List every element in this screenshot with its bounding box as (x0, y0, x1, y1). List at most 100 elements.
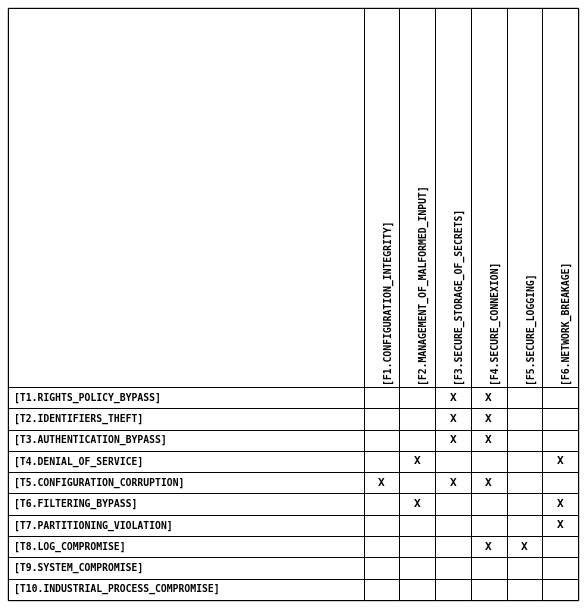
Text: X: X (485, 414, 492, 424)
Bar (8, 451, 364, 472)
Bar (506, 429, 542, 451)
Bar (542, 558, 578, 579)
Bar (400, 8, 435, 387)
Bar (435, 536, 471, 558)
Bar (542, 472, 578, 494)
Bar (364, 515, 400, 536)
Text: X: X (414, 499, 421, 509)
Text: [T2.IDENTIFIERS_THEFT]: [T2.IDENTIFIERS_THEFT] (14, 413, 143, 424)
Bar (435, 558, 471, 579)
Text: [F3.SECURE_STORAGE_OF_SECRETS]: [F3.SECURE_STORAGE_OF_SECRETS] (453, 207, 463, 383)
Text: X: X (378, 478, 385, 488)
Bar (400, 515, 435, 536)
Bar (364, 8, 400, 387)
Text: [F2.MANAGEMENT_OF_MALFORMED_INPUT]: [F2.MANAGEMENT_OF_MALFORMED_INPUT] (417, 183, 427, 383)
Bar (400, 579, 435, 600)
Text: X: X (485, 542, 492, 551)
Bar (400, 558, 435, 579)
Bar (471, 536, 506, 558)
Text: [F5.SECURE_LOGGING]: [F5.SECURE_LOGGING] (524, 271, 534, 383)
Text: [T10.INDUSTRIAL_PROCESS_COMPROMISE]: [T10.INDUSTRIAL_PROCESS_COMPROMISE] (14, 584, 220, 595)
Bar (400, 429, 435, 451)
Bar (364, 451, 400, 472)
Bar (435, 494, 471, 515)
Bar (400, 536, 435, 558)
Text: X: X (414, 457, 421, 466)
Text: [T9.SYSTEM_COMPROMISE]: [T9.SYSTEM_COMPROMISE] (14, 563, 143, 573)
Bar (506, 8, 542, 387)
Text: X: X (485, 393, 492, 402)
Text: X: X (485, 435, 492, 445)
Text: X: X (449, 414, 456, 424)
Bar (8, 536, 364, 558)
Bar (364, 536, 400, 558)
Text: [F1.CONFIGURATION_INTEGRITY]: [F1.CONFIGURATION_INTEGRITY] (381, 218, 392, 383)
Bar (542, 536, 578, 558)
Bar (364, 472, 400, 494)
Bar (471, 579, 506, 600)
Bar (506, 387, 542, 408)
Bar (542, 429, 578, 451)
Bar (506, 408, 542, 429)
Bar (8, 408, 364, 429)
Bar (471, 387, 506, 408)
Bar (364, 494, 400, 515)
Bar (400, 451, 435, 472)
Text: X: X (557, 499, 564, 509)
Bar (471, 558, 506, 579)
Bar (435, 408, 471, 429)
Text: [T5.CONFIGURATION_CORRUPTION]: [T5.CONFIGURATION_CORRUPTION] (14, 478, 185, 488)
Text: [T4.DENIAL_OF_SERVICE]: [T4.DENIAL_OF_SERVICE] (14, 457, 143, 466)
Bar (471, 494, 506, 515)
Bar (400, 494, 435, 515)
Bar (471, 8, 506, 387)
Text: [F6.NETWORK_BREAKAGE]: [F6.NETWORK_BREAKAGE] (560, 260, 570, 383)
Bar (506, 451, 542, 472)
Bar (435, 8, 471, 387)
Bar (506, 558, 542, 579)
Bar (364, 558, 400, 579)
Bar (8, 8, 364, 387)
Text: X: X (557, 520, 564, 530)
Bar (364, 387, 400, 408)
Bar (542, 579, 578, 600)
Bar (471, 472, 506, 494)
Bar (506, 579, 542, 600)
Bar (8, 515, 364, 536)
Bar (542, 387, 578, 408)
Text: [T6.FILTERING_BYPASS]: [T6.FILTERING_BYPASS] (14, 499, 137, 510)
Text: [T7.PARTITIONING_VIOLATION]: [T7.PARTITIONING_VIOLATION] (14, 520, 173, 531)
Text: X: X (449, 393, 456, 402)
Text: [F4.SECURE_CONNEXION]: [F4.SECURE_CONNEXION] (489, 260, 499, 383)
Bar (364, 408, 400, 429)
Bar (364, 579, 400, 600)
Bar (400, 387, 435, 408)
Text: X: X (485, 478, 492, 488)
Bar (435, 387, 471, 408)
Bar (542, 408, 578, 429)
Bar (506, 515, 542, 536)
Bar (8, 429, 364, 451)
Bar (435, 472, 471, 494)
Bar (542, 451, 578, 472)
Bar (400, 408, 435, 429)
Bar (364, 429, 400, 451)
Text: [T1.RIGHTS_POLICY_BYPASS]: [T1.RIGHTS_POLICY_BYPASS] (14, 392, 161, 402)
Bar (8, 387, 364, 408)
Bar (542, 494, 578, 515)
Bar (400, 472, 435, 494)
Bar (8, 494, 364, 515)
Bar (435, 429, 471, 451)
Text: X: X (521, 542, 528, 551)
Bar (8, 472, 364, 494)
Bar (471, 429, 506, 451)
Bar (435, 515, 471, 536)
Bar (8, 558, 364, 579)
Bar (8, 579, 364, 600)
Bar (435, 451, 471, 472)
Bar (506, 494, 542, 515)
Bar (542, 515, 578, 536)
Text: X: X (557, 457, 564, 466)
Bar (435, 579, 471, 600)
Bar (471, 408, 506, 429)
